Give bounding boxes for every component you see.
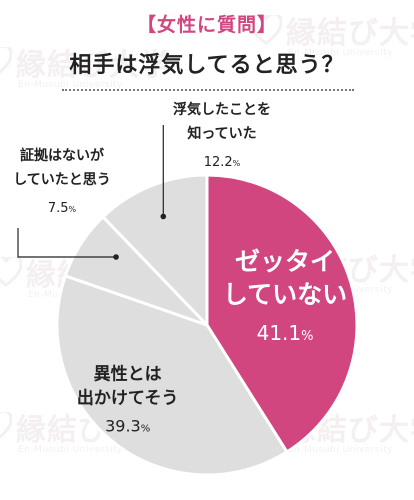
slice-value-unit: % xyxy=(69,205,77,214)
header: 【女性に質問】 相手は浮気してると思う？ xyxy=(0,10,414,79)
slice-label-line: 証拠はないが xyxy=(20,147,105,164)
leader-dot-4 xyxy=(160,213,167,220)
slice-label-line: 浮気したことを xyxy=(173,101,271,118)
leader-dot-3 xyxy=(113,254,119,260)
slice-value-unit: % xyxy=(141,424,151,435)
slice-label-line: 異性とは xyxy=(94,364,162,385)
slice-label-line: していたと思う xyxy=(13,172,111,188)
pie-slice-2 xyxy=(55,273,289,477)
question-title: 相手は浮気してると思う？ xyxy=(69,53,345,78)
slice-label-line: ゼッタイ xyxy=(235,247,335,276)
question-badge: 【女性に質問】 xyxy=(136,14,277,36)
slice-value-unit: % xyxy=(233,159,241,168)
leader-line-3 xyxy=(17,228,117,258)
slice-value-unit: % xyxy=(301,329,313,344)
slice-label-line: 出かけてそう xyxy=(77,388,179,409)
pie-slice-4 xyxy=(100,173,209,329)
slice-value-label: 7.5% xyxy=(48,201,77,216)
slice-value-label: 12.2% xyxy=(204,155,241,170)
slice-label-line: していない xyxy=(223,280,347,309)
slice-label-line: 知っていた xyxy=(187,125,256,142)
dotted-divider xyxy=(62,89,354,91)
slice-value-label: 39.3% xyxy=(105,417,150,436)
